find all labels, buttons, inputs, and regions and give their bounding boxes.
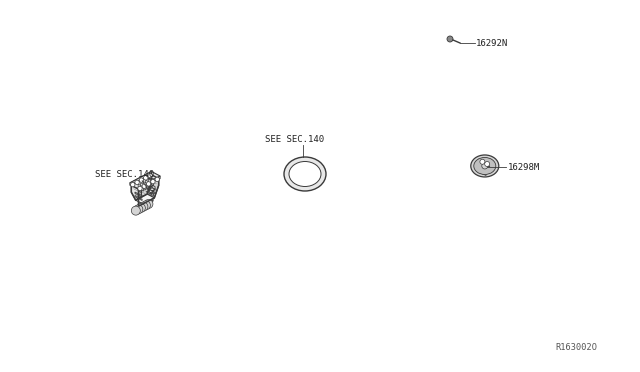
Polygon shape: [139, 183, 143, 192]
Circle shape: [140, 178, 143, 182]
Circle shape: [141, 201, 150, 210]
Polygon shape: [138, 200, 141, 208]
Polygon shape: [138, 184, 141, 192]
Polygon shape: [484, 173, 486, 176]
Polygon shape: [484, 167, 489, 169]
Circle shape: [155, 177, 159, 182]
Circle shape: [138, 186, 142, 191]
Polygon shape: [487, 164, 489, 167]
Polygon shape: [483, 173, 486, 174]
Circle shape: [135, 180, 140, 185]
Polygon shape: [148, 185, 155, 190]
Polygon shape: [483, 162, 488, 176]
Polygon shape: [481, 172, 484, 173]
Polygon shape: [479, 159, 480, 161]
Polygon shape: [138, 179, 159, 204]
Polygon shape: [138, 176, 160, 190]
Polygon shape: [145, 201, 150, 206]
Polygon shape: [141, 180, 153, 202]
Polygon shape: [146, 180, 148, 189]
Polygon shape: [141, 183, 143, 191]
Circle shape: [139, 202, 148, 211]
Polygon shape: [141, 198, 143, 206]
Polygon shape: [144, 180, 148, 189]
Polygon shape: [479, 171, 481, 173]
Ellipse shape: [289, 161, 321, 186]
Polygon shape: [143, 182, 146, 190]
Ellipse shape: [284, 157, 326, 191]
Polygon shape: [151, 177, 154, 186]
Polygon shape: [476, 161, 480, 163]
Polygon shape: [149, 188, 155, 191]
Polygon shape: [137, 193, 153, 202]
Polygon shape: [148, 189, 155, 194]
Polygon shape: [136, 184, 141, 193]
Polygon shape: [147, 200, 153, 205]
Polygon shape: [130, 171, 160, 187]
Polygon shape: [135, 192, 142, 197]
Circle shape: [147, 182, 151, 186]
Polygon shape: [148, 194, 150, 202]
Circle shape: [131, 206, 140, 215]
Text: 16298M: 16298M: [508, 163, 540, 172]
Polygon shape: [135, 206, 141, 211]
Circle shape: [447, 36, 453, 42]
Polygon shape: [481, 159, 488, 173]
Polygon shape: [136, 194, 154, 204]
Polygon shape: [146, 196, 148, 203]
Ellipse shape: [471, 155, 499, 177]
Circle shape: [484, 161, 490, 167]
Polygon shape: [149, 177, 154, 187]
Circle shape: [480, 159, 485, 164]
Polygon shape: [479, 171, 481, 172]
Text: R163002O: R163002O: [555, 343, 597, 352]
Circle shape: [136, 203, 145, 212]
Polygon shape: [151, 186, 154, 191]
Text: SEE SEC.140: SEE SEC.140: [265, 135, 324, 144]
Polygon shape: [151, 193, 153, 201]
Polygon shape: [141, 182, 146, 191]
Circle shape: [131, 182, 135, 187]
Circle shape: [142, 184, 147, 188]
Circle shape: [143, 176, 148, 180]
Text: 16292N: 16292N: [476, 39, 508, 48]
Circle shape: [134, 205, 143, 214]
Polygon shape: [148, 179, 151, 187]
Polygon shape: [142, 202, 148, 207]
Polygon shape: [477, 160, 487, 164]
Polygon shape: [482, 172, 484, 174]
Polygon shape: [130, 171, 152, 185]
Polygon shape: [137, 205, 143, 210]
Polygon shape: [131, 175, 152, 200]
Circle shape: [151, 179, 155, 184]
Polygon shape: [140, 204, 145, 209]
Polygon shape: [147, 190, 154, 193]
Circle shape: [144, 199, 153, 208]
Ellipse shape: [474, 157, 496, 174]
Polygon shape: [476, 170, 488, 176]
Polygon shape: [148, 178, 153, 195]
Circle shape: [482, 163, 488, 169]
Polygon shape: [143, 197, 145, 205]
Circle shape: [148, 173, 152, 178]
Polygon shape: [147, 179, 151, 188]
Text: SEE SEC.140: SEE SEC.140: [95, 170, 154, 179]
Polygon shape: [135, 195, 142, 201]
Polygon shape: [152, 185, 155, 189]
